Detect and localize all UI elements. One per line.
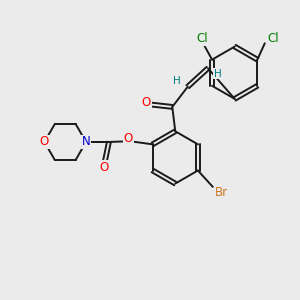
Text: O: O: [124, 132, 133, 145]
Text: Cl: Cl: [267, 32, 279, 45]
Text: Cl: Cl: [197, 32, 208, 45]
Text: N: N: [82, 136, 90, 148]
Text: H: H: [173, 76, 181, 86]
Text: O: O: [100, 161, 109, 174]
Text: O: O: [40, 136, 49, 148]
Text: H: H: [214, 69, 221, 79]
Text: O: O: [142, 96, 151, 109]
Text: N: N: [82, 136, 90, 148]
Text: Br: Br: [214, 186, 228, 199]
